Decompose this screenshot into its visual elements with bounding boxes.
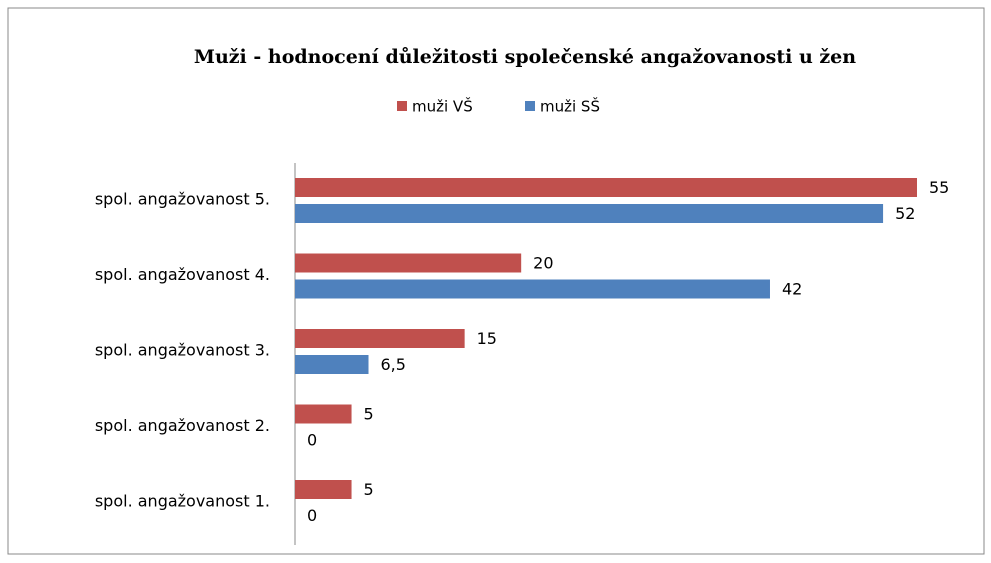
category-label: spol. angažovanost 4. xyxy=(95,265,270,284)
value-label: 5 xyxy=(364,480,374,499)
legend-label: muži SŠ xyxy=(540,97,600,116)
category-label: spol. angažovanost 2. xyxy=(95,416,270,435)
value-label: 15 xyxy=(477,329,497,348)
value-label: 55 xyxy=(929,178,949,197)
bar xyxy=(295,480,352,499)
bar xyxy=(295,204,884,223)
value-label: 42 xyxy=(782,280,802,299)
bar xyxy=(295,329,465,348)
category-label: spol. angažovanost 5. xyxy=(95,190,270,209)
legend-label: muži VŠ xyxy=(412,97,473,116)
value-label: 0 xyxy=(307,431,317,450)
bar xyxy=(295,404,352,424)
value-label: 6,5 xyxy=(381,355,406,374)
category-label: spol. angažovanost 1. xyxy=(95,492,270,511)
bar xyxy=(295,253,522,273)
bar xyxy=(295,355,369,374)
value-label: 20 xyxy=(533,254,553,273)
legend-swatch xyxy=(397,101,407,111)
legend-swatch xyxy=(525,101,535,111)
bar xyxy=(295,279,770,299)
value-label: 52 xyxy=(895,204,915,223)
value-label: 5 xyxy=(364,405,374,424)
chart-title: Muži - hodnocení důležitosti společenské… xyxy=(194,46,856,68)
value-label: 0 xyxy=(307,506,317,525)
bar xyxy=(295,178,917,197)
category-label: spol. angažovanost 3. xyxy=(95,341,270,360)
